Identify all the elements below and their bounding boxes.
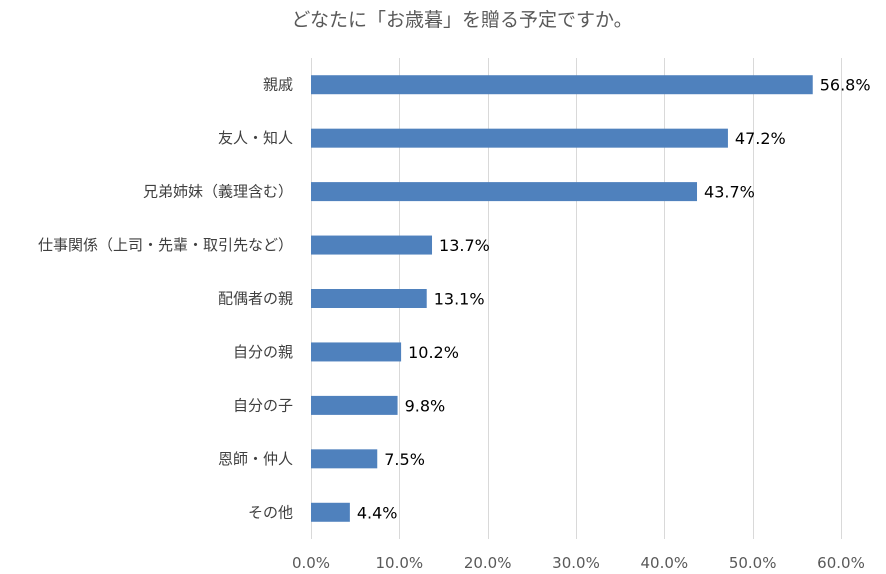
bar-6 xyxy=(311,395,398,415)
category-label-6: 自分の子 xyxy=(233,396,293,414)
bar-8 xyxy=(311,502,350,522)
bar-3 xyxy=(311,235,433,255)
value-label-1: 47.2% xyxy=(735,129,786,148)
x-tick-label-2: 20.0% xyxy=(464,554,512,572)
bar-2 xyxy=(311,182,698,202)
category-label-1: 友人・知人 xyxy=(218,129,293,147)
x-tick-label-0: 0.0% xyxy=(292,554,330,572)
value-label-5: 10.2% xyxy=(408,343,459,362)
x-tick-label-4: 40.0% xyxy=(641,554,689,572)
value-label-8: 4.4% xyxy=(357,503,398,522)
bar-7 xyxy=(311,449,378,469)
value-label-4: 13.1% xyxy=(434,290,485,309)
category-label-5: 自分の親 xyxy=(233,343,293,361)
category-label-8: その他 xyxy=(248,503,293,521)
value-label-2: 43.7% xyxy=(704,183,755,202)
x-tick-label-3: 30.0% xyxy=(552,554,600,572)
value-label-3: 13.7% xyxy=(439,236,490,255)
category-label-3: 仕事関係（上司・先輩・取引先など） xyxy=(38,236,293,254)
bar-0 xyxy=(311,75,813,95)
category-label-0: 親戚 xyxy=(263,76,293,94)
x-tick-label-6: 60.0% xyxy=(817,554,865,572)
x-tick-label-1: 10.0% xyxy=(376,554,424,572)
value-label-0: 56.8% xyxy=(820,76,871,95)
bars xyxy=(311,75,813,522)
x-axis-tick-labels: 0.0% 10.0% 20.0% 30.0% 40.0% 50.0% 60.0% xyxy=(292,554,865,572)
chart-title: どなたに「お歳暮」を贈る予定ですか。 xyxy=(291,9,632,31)
value-labels: 56.8% 47.2% 43.7% 13.7% 13.1% 10.2% 9.8% 7.5% 4.… xyxy=(357,76,871,523)
category-label-4: 配偶者の親 xyxy=(218,290,293,308)
value-label-7: 7.5% xyxy=(384,450,425,469)
x-tick-label-5: 50.0% xyxy=(729,554,777,572)
value-label-6: 9.8% xyxy=(405,396,446,415)
category-label-2: 兄弟姉妹（義理含む） xyxy=(143,183,293,201)
category-label-7: 恩師・仲人 xyxy=(218,450,293,468)
bar-1 xyxy=(311,128,728,148)
bar-4 xyxy=(311,289,427,308)
bar-5 xyxy=(311,342,402,362)
